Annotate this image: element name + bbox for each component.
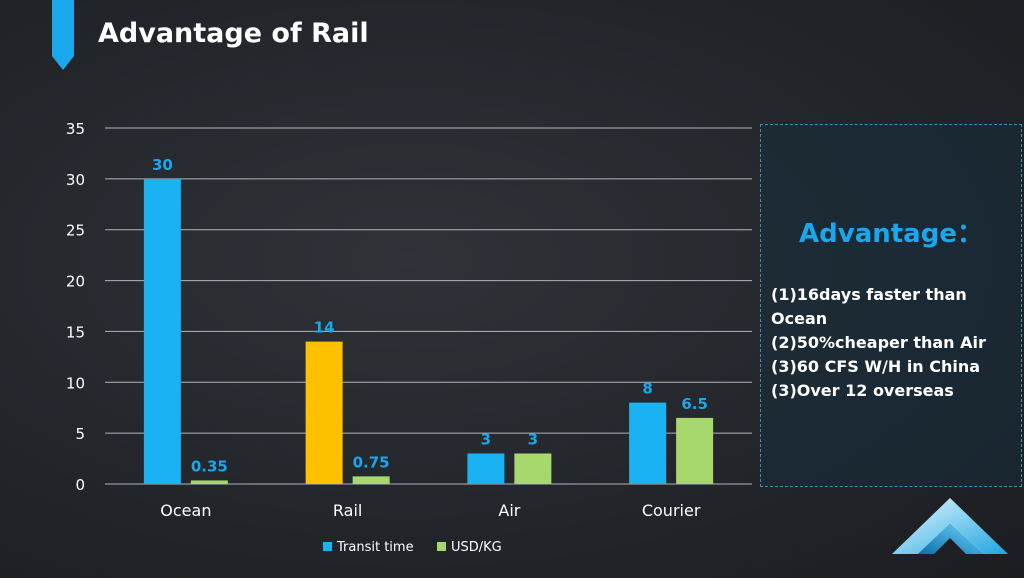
data-label: 8	[642, 380, 652, 398]
y-tick-label: 35	[66, 120, 85, 138]
y-tick-label: 15	[66, 323, 85, 341]
bar-chart: 0 5 10 15 20 25 30 35 30 0.35 Ocean 14 0.75 Rail 3 3 Air…	[66, 120, 752, 555]
data-label: 6.5	[681, 395, 708, 413]
bar-rail-transit-time	[305, 341, 343, 484]
legend-swatch	[437, 542, 446, 551]
y-tick-label: 5	[75, 425, 85, 443]
x-tick-label: Air	[498, 501, 520, 520]
advantage-item: (3)60 CFS W/H in China	[771, 357, 981, 376]
y-tick-label: 20	[66, 273, 85, 291]
bar-courier-usd-kg	[676, 417, 714, 484]
data-label: 30	[152, 156, 173, 174]
legend-label: USD/KG	[451, 540, 502, 555]
bar-air-transit-time	[467, 453, 505, 484]
bar-ocean-usd-kg	[190, 480, 228, 484]
bar-air-usd-kg	[514, 453, 552, 484]
slide-title: Advantage of Rail	[98, 18, 369, 49]
advantage-panel: Advantage： (1)16days faster than Ocean (…	[760, 124, 1022, 487]
data-label: 0.35	[191, 457, 228, 475]
y-tick-label: 30	[66, 171, 85, 189]
legend-swatch	[323, 542, 332, 551]
advantage-item: (1)16days faster than Ocean	[771, 285, 967, 328]
bar-rail-usd-kg	[352, 476, 390, 484]
y-tick-label: 0	[75, 476, 85, 494]
data-label: 3	[528, 430, 538, 448]
advantage-item: (3)Over 12 overseas	[771, 381, 954, 400]
company-logo	[892, 498, 1008, 554]
advantage-list: (1)16days faster than Ocean (2)50%cheape…	[771, 283, 1015, 403]
bar-ocean-transit-time	[143, 178, 181, 484]
legend-label: Transit time	[336, 540, 414, 555]
advantage-item: (2)50%cheaper than Air	[771, 333, 986, 352]
accent-flag	[52, 0, 74, 70]
y-tick-label: 25	[66, 222, 85, 240]
x-tick-label: Courier	[642, 501, 701, 520]
x-tick-label: Ocean	[160, 501, 211, 520]
data-label: 14	[314, 319, 335, 337]
y-tick-label: 10	[66, 374, 85, 392]
x-tick-label: Rail	[333, 501, 362, 520]
bar-courier-transit-time	[629, 402, 667, 484]
advantage-heading: Advantage：	[799, 219, 983, 249]
data-label: 3	[481, 430, 491, 448]
data-label: 0.75	[353, 453, 390, 471]
